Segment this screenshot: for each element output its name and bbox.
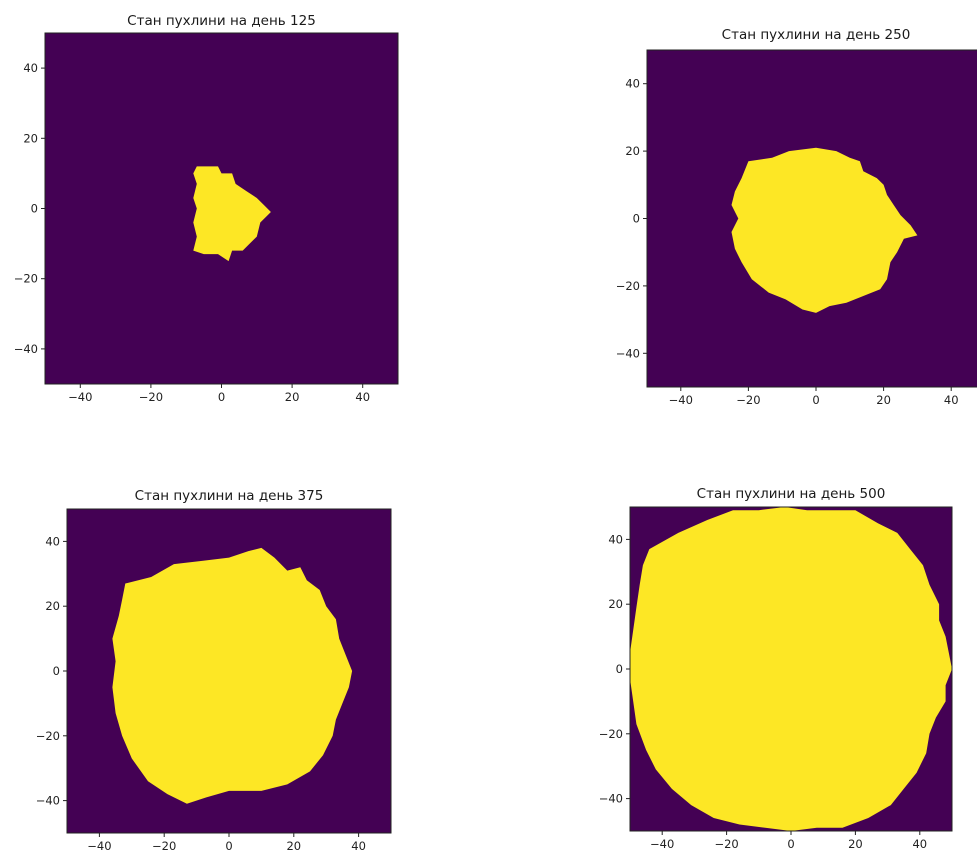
y-tick-label: 0 (616, 662, 623, 676)
y-tick-label: 40 (23, 61, 38, 75)
x-tick-label: −20 (736, 393, 760, 407)
x-tick-label: 0 (787, 837, 794, 851)
y-tick-label: −40 (599, 792, 623, 806)
x-tick-label: 40 (351, 839, 366, 852)
chart-title: Стан пухлини на день 125 (127, 13, 316, 29)
chart-title: Стан пухлини на день 375 (135, 488, 324, 504)
panel-day-500: Стан пухлини на день 500 −40 −20 0 20 40 40 20 0… (599, 486, 953, 851)
y-tick-label: 20 (625, 144, 640, 158)
y-tick-label: −40 (36, 794, 60, 808)
y-tick-label: 0 (53, 664, 60, 678)
x-tick-label: 20 (285, 390, 300, 404)
x-tick-label: −20 (714, 837, 738, 851)
axes-frame (66, 508, 392, 834)
y-tick-label: −40 (616, 346, 640, 360)
y-tick-label: 40 (625, 77, 640, 91)
x-tick-label: 40 (912, 837, 927, 851)
axes-frame (629, 506, 953, 832)
x-tick-label: 20 (286, 839, 301, 852)
tumor-region (630, 507, 952, 831)
axes-frame (44, 32, 399, 385)
x-tick-label: −20 (139, 390, 163, 404)
y-tick-label: −20 (599, 727, 623, 741)
tumor-region (112, 547, 353, 804)
panel-day-375: Стан пухлини на день 375 −40 −20 0 20 40 40 20 0… (36, 488, 392, 852)
tumor-region (731, 147, 918, 313)
x-tick-label: −40 (68, 390, 92, 404)
panel-day-125: Стан пухлини на день 125 −40 −20 0 20 40 40 20 0… (14, 13, 399, 404)
y-tick-label: 0 (633, 212, 640, 226)
x-tick-label: 0 (218, 390, 225, 404)
panel-day-250: Стан пухлини на день 250 −40 −20 0 20 40 40 20 0… (616, 27, 977, 407)
x-tick-label: 20 (848, 837, 863, 851)
y-tick-label: −20 (14, 272, 38, 286)
x-tick-label: 0 (812, 393, 819, 407)
y-tick-label: 20 (608, 597, 623, 611)
y-tick-label: 20 (45, 599, 60, 613)
y-tick-label: −20 (616, 279, 640, 293)
x-tick-label: −40 (669, 393, 693, 407)
x-tick-label: −40 (87, 839, 111, 852)
y-tick-label: 40 (45, 534, 60, 548)
chart-title: Стан пухлини на день 250 (722, 27, 911, 43)
chart-title: Стан пухлини на день 500 (697, 486, 886, 502)
x-tick-label: 40 (355, 390, 370, 404)
x-tick-label: −20 (152, 839, 176, 852)
y-tick-label: −20 (36, 729, 60, 743)
y-tick-label: 0 (31, 202, 38, 216)
tumor-region (193, 166, 271, 262)
axes-frame (646, 49, 977, 388)
x-tick-label: −40 (650, 837, 674, 851)
y-tick-label: −40 (14, 342, 38, 356)
x-tick-label: 40 (944, 393, 959, 407)
x-tick-label: 0 (225, 839, 232, 852)
y-tick-label: 40 (608, 532, 623, 546)
x-tick-label: 20 (876, 393, 891, 407)
y-tick-label: 20 (23, 131, 38, 145)
